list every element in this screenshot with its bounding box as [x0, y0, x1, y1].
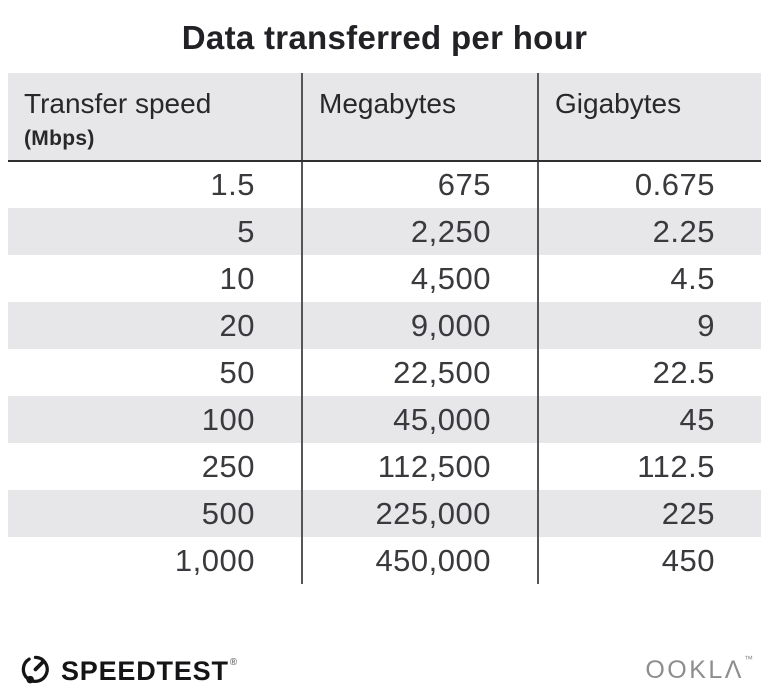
column-header-label: Gigabytes [555, 88, 682, 119]
column-header-megabytes: Megabytes [301, 73, 538, 162]
column-header-label: Megabytes [319, 88, 456, 119]
cell-megabytes: 9,000 [301, 302, 538, 349]
cell-transfer-speed: 1.5 [210, 167, 255, 202]
ookla-wordmark-text: OOKLΛ [645, 656, 744, 684]
cell-gigabytes: 45 [537, 396, 761, 443]
speedtest-logo: SPEEDTEST® [19, 653, 237, 689]
column-header-label: Transfer speed [24, 88, 212, 119]
cell-megabytes: 2,250 [301, 208, 538, 255]
cell-megabytes: 450,000 [301, 537, 538, 584]
cell-gigabytes: 450 [537, 537, 761, 584]
cell-gigabytes: 112.5 [537, 443, 761, 490]
speedometer-gauge-icon [21, 655, 49, 684]
page-title: Data transferred per hour [181, 19, 588, 56]
speedtest-wordmark-text: SPEEDTEST [61, 655, 229, 686]
table-row: 5 2,250 2.25 [8, 208, 761, 255]
cell-megabytes: 675 [301, 161, 538, 208]
column-header-sublabel: (Mbps) [24, 127, 95, 150]
cell-gigabytes: 225 [537, 490, 761, 537]
cell-megabytes: 22,500 [301, 349, 538, 396]
table-row: 250 112,500 112.5 [8, 443, 761, 490]
cell-transfer-speed: 1,000 [174, 542, 255, 578]
cell-gigabytes: 9 [537, 302, 761, 349]
cell-gigabytes: 2.25 [537, 208, 761, 255]
cell-megabytes: 45,000 [301, 396, 538, 443]
trademark-mark: ™ [744, 654, 753, 664]
speedtest-wordmark: SPEEDTEST® [61, 656, 237, 687]
cell-transfer-speed: 50 [219, 354, 255, 390]
cell-transfer-speed: 250 [201, 448, 255, 484]
table-header: Transfer speed (Mbps) Megabytes Gigabyte… [8, 73, 761, 162]
table-body: 1.5 675 0.675 5 2,250 2.25 10 4,500 4.5 20 9,000 9 5… [8, 161, 761, 584]
column-header-gigabytes: Gigabytes [537, 73, 761, 162]
table-row: 20 9,000 9 [8, 302, 761, 349]
cell-transfer-speed: 20 [8, 302, 302, 349]
cell-megabytes: 225,000 [301, 490, 538, 537]
table-row: 1,000 450,000 450 [8, 537, 761, 584]
cell-megabytes: 112,500 [301, 443, 538, 490]
registered-trademark-mark: ® [229, 656, 238, 668]
cell-gigabytes: 4.5 [537, 255, 761, 302]
table-row: 1.5 675 0.675 [8, 161, 761, 208]
cell-megabytes: 4,500 [301, 255, 538, 302]
table-row: 50 22,500 22.5 [8, 349, 761, 396]
cell-gigabytes: 22.5 [537, 349, 761, 396]
table-row: 10 4,500 4.5 [8, 255, 761, 302]
cell-transfer-speed: 100 [8, 396, 302, 443]
cell-transfer-speed: 5 [8, 208, 302, 255]
cell-transfer-speed: 500 [8, 490, 302, 537]
table-row: 500 225,000 225 [8, 490, 761, 537]
column-header-transfer-speed: Transfer speed (Mbps) [8, 73, 302, 162]
cell-transfer-speed: 10 [219, 260, 255, 296]
table-row: 100 45,000 45 [8, 396, 761, 443]
data-table: Transfer speed (Mbps) Megabytes Gigabyte… [8, 73, 761, 584]
cell-gigabytes: 0.675 [537, 161, 761, 208]
ookla-logo: OOKLΛ™ [645, 654, 753, 685]
